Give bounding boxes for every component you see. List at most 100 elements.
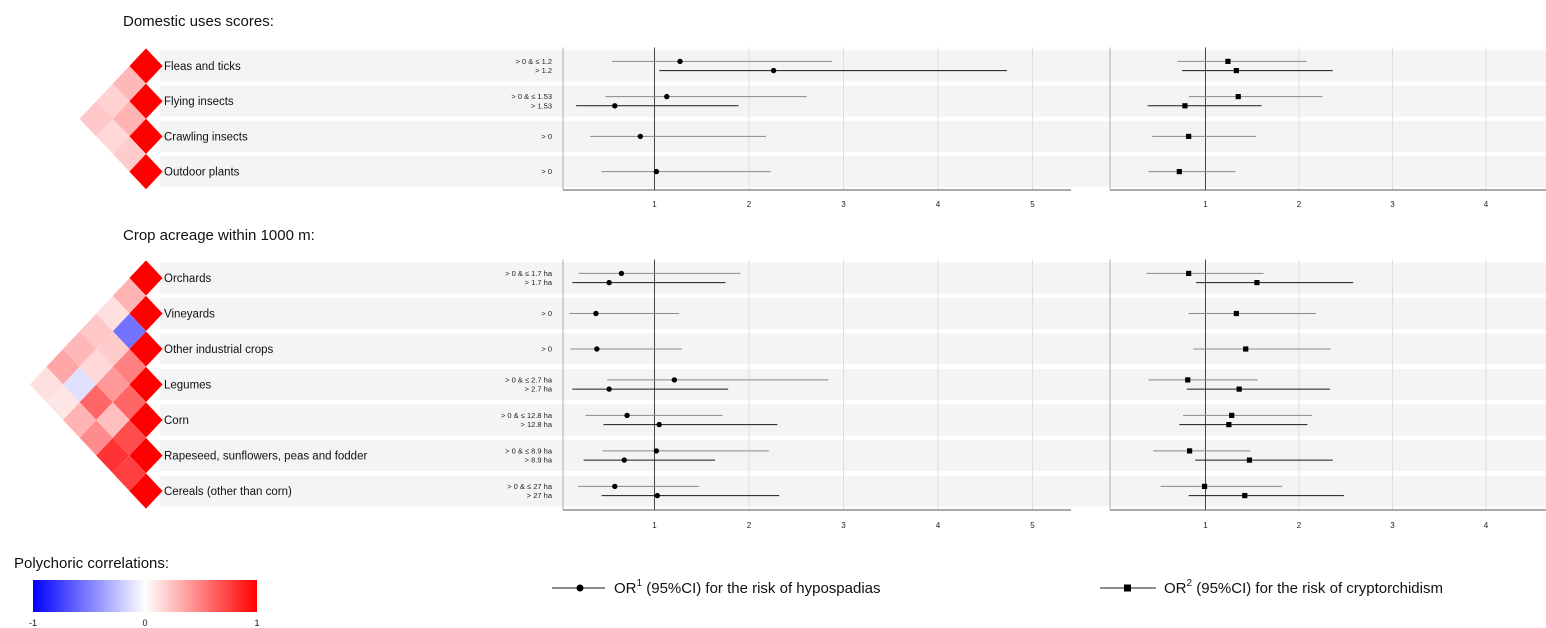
section-title-crop: Crop acreage within 1000 m:: [123, 227, 315, 244]
row-band: [160, 333, 1546, 365]
category-label: > 1.7 ha: [525, 278, 553, 287]
cryptorchidism-or-point: [1201, 483, 1208, 489]
row-band: [160, 156, 1546, 188]
category-label: > 0: [541, 309, 552, 318]
hypospadias-or-point: [593, 310, 599, 317]
correlation-cell: [96, 437, 130, 474]
x-tick-label: 3: [1390, 200, 1395, 209]
correlation-cell: [112, 455, 146, 491]
category-label: > 12.8 ha: [521, 420, 553, 429]
cryptorchidism-or-point: [1186, 270, 1192, 276]
hypospadias-or-point: [671, 377, 678, 383]
x-tick-label: 1: [652, 521, 657, 530]
correlation-diagonal-cell: [129, 437, 163, 474]
correlation-cell: [96, 366, 130, 403]
row-label: Vineyards: [164, 309, 215, 321]
hypospadias-or-point: [612, 103, 618, 109]
category-label: > 0 & ≤ 8.9 ha: [505, 447, 553, 456]
cryptorchidism-or-point: [1243, 346, 1249, 352]
row-band: [160, 50, 1546, 82]
hypospadias-or-point: [621, 457, 627, 463]
x-tick-label: 3: [1390, 521, 1395, 530]
correlation-cell: [112, 349, 146, 385]
row-band: [160, 404, 1546, 436]
legend-square-icon: [1124, 584, 1131, 592]
correlation-cell: [112, 66, 146, 102]
correlation-diagonal-cell: [129, 154, 163, 190]
x-tick-label: 2: [1297, 200, 1302, 209]
row-band: [160, 440, 1546, 471]
cryptorchidism-or-point: [1229, 412, 1235, 418]
hypospadias-or-point: [677, 58, 683, 65]
cryptorchidism-or-point: [1185, 377, 1191, 383]
colorbar: Polychoric correlations: -1 0 1: [14, 555, 260, 628]
row-band: [160, 85, 1546, 117]
correlation-cell: [79, 420, 113, 456]
correlation-cell: [63, 402, 97, 438]
correlation-diagonal-cell: [129, 295, 163, 332]
cryptorchidism-or-point: [1225, 58, 1231, 64]
x-tick-label: 3: [841, 200, 846, 209]
category-label: > 1.53: [531, 101, 552, 110]
row-label: Other industrial crops: [164, 344, 274, 356]
x-tick-label: 4: [936, 200, 941, 209]
legend-label-cryptorchidism: OR2 (95%CI) for the risk of cryptorchidi…: [1164, 578, 1443, 597]
category-label: > 0 & ≤ 2.7 ha: [505, 376, 553, 385]
cryptorchidism-or-point: [1242, 493, 1248, 499]
category-label: > 27 ha: [527, 491, 553, 500]
hypospadias-or-point: [653, 448, 660, 454]
correlation-cell: [112, 313, 146, 349]
cryptorchidism-or-point: [1236, 386, 1242, 392]
correlation-cell: [112, 384, 146, 420]
category-label: > 0 & ≤ 1.53: [511, 92, 552, 101]
legend-circle-icon: [576, 584, 584, 592]
colorbar-title: Polychoric correlations:: [14, 555, 169, 572]
correlation-cell: [79, 101, 113, 137]
hypospadias-or-point: [637, 133, 644, 140]
hypospadias-or-point: [594, 346, 600, 352]
correlation-cell: [46, 384, 80, 420]
cryptorchidism-or-point: [1186, 133, 1192, 139]
cryptorchidism-or-point: [1246, 457, 1253, 463]
cryptorchidism-or-point: [1182, 103, 1188, 109]
cryptorchidism-or-point: [1226, 422, 1232, 428]
cryptorchidism-or-point: [1187, 448, 1193, 454]
category-label: > 1.2: [535, 66, 552, 75]
correlation-cell: [79, 384, 113, 420]
hypospadias-or-point: [612, 483, 618, 490]
hypospadias-or-point: [606, 279, 612, 286]
x-tick-label: 3: [841, 521, 846, 530]
hypospadias-or-point: [770, 67, 777, 74]
hypospadias-or-point: [653, 168, 660, 175]
correlation-diagonal-cell: [129, 473, 163, 509]
x-tick-label: 1: [1203, 521, 1208, 530]
hypospadias-or-point: [606, 386, 612, 392]
x-tick-label: 5: [1030, 200, 1035, 209]
hypospadias-or-point: [624, 412, 630, 419]
row-bands: [160, 50, 1546, 507]
x-tick-label: 4: [1484, 521, 1489, 530]
x-tick-label: 5: [1030, 521, 1035, 530]
correlation-cell: [112, 420, 146, 456]
x-tick-label: 1: [1203, 200, 1208, 209]
correlation-diagonal-cell: [129, 331, 163, 367]
category-label: > 0 & ≤ 1.7 ha: [505, 269, 553, 278]
correlation-cell: [96, 331, 130, 367]
text-labels: 1 2 3 4 5 1 2 3 4 Fleas and ticks > 0 & ≤ 1.2> 1.2…: [164, 57, 1489, 530]
correlation-cell: [63, 366, 97, 403]
cryptorchidism-or-point: [1235, 94, 1241, 100]
colorbar-tick-min: -1: [29, 618, 37, 628]
row-label: Crawling insects: [164, 131, 248, 143]
legend-item-hypospadias: OR1 (95%CI) for the risk of hypospadias: [552, 578, 881, 597]
correlation-diagonal-cell: [129, 366, 163, 403]
x-tick-label: 1: [652, 200, 657, 209]
row-label: Rapeseed, sunflowers, peas and fodder: [164, 451, 367, 463]
legend: OR1 (95%CI) for the risk of hypospadias …: [552, 578, 1443, 597]
row-label: Outdoor plants: [164, 167, 240, 179]
category-label: > 0: [541, 167, 552, 176]
row-label: Legumes: [164, 380, 212, 392]
correlation-heatmap: [29, 48, 163, 509]
category-label: > 0 & ≤ 27 ha: [507, 482, 553, 491]
category-label: > 0 & ≤ 1.2: [516, 57, 552, 66]
x-tick-label: 4: [936, 521, 941, 530]
